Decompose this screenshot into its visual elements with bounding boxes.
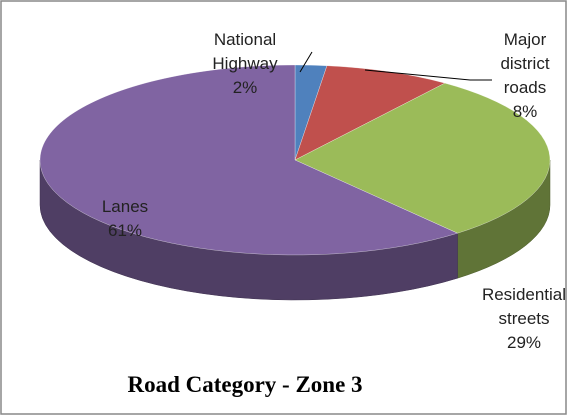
slice [294,82,551,234]
label-category: Major district roads [500,30,550,97]
slice-label: Major district roads 8% [488,28,562,124]
chart-title: Road Category - Zone 3 [127,372,363,397]
label-value: 2% [232,78,258,97]
label-value: 8% [512,102,538,121]
label-category: Lanes [101,197,149,216]
leader-line [364,69,492,81]
label-value: 61% [107,221,143,240]
slice [39,64,458,256]
label-category: Residential streets [481,285,567,328]
label-category: National Highway [212,30,278,73]
slice [294,65,446,161]
label-value: 29% [506,333,542,352]
slice-label: National Highway 2% [195,28,295,100]
leader-line [299,51,313,73]
slice-label: Residential streets 29% [480,283,567,355]
slice-label: Lanes 61% [80,195,170,243]
